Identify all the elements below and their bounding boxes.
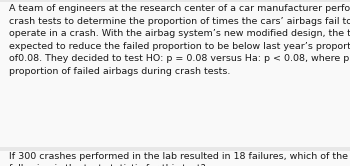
FancyBboxPatch shape xyxy=(0,2,350,147)
FancyBboxPatch shape xyxy=(0,151,350,166)
Text: A team of engineers at the research center of a car manufacturer performs
crash : A team of engineers at the research cent… xyxy=(9,4,350,76)
Text: If 300 crashes performed in the lab resulted in 18 failures, which of the
follow: If 300 crashes performed in the lab resu… xyxy=(9,152,348,166)
